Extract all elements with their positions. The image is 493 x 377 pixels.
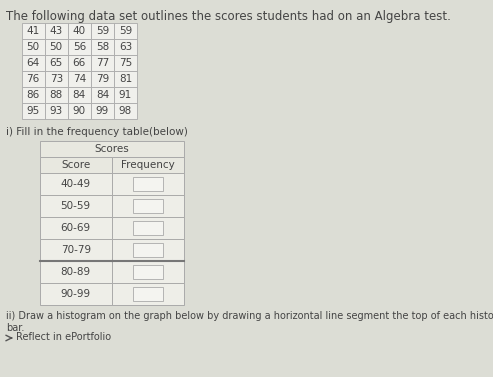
Text: 43: 43 bbox=[50, 26, 63, 36]
Bar bbox=[39, 217, 112, 239]
Bar bbox=[45, 87, 68, 103]
Text: 63: 63 bbox=[119, 42, 132, 52]
Text: 77: 77 bbox=[96, 58, 109, 68]
Bar bbox=[22, 55, 45, 71]
Bar bbox=[45, 39, 68, 55]
Bar bbox=[39, 173, 112, 195]
Bar bbox=[133, 199, 163, 213]
Bar bbox=[133, 177, 163, 191]
Text: 73: 73 bbox=[50, 74, 63, 84]
Bar bbox=[45, 23, 68, 39]
Bar bbox=[68, 23, 91, 39]
Text: 59: 59 bbox=[119, 26, 132, 36]
Text: i) Fill in the frequency table(below): i) Fill in the frequency table(below) bbox=[6, 127, 188, 137]
Bar bbox=[39, 239, 112, 261]
Bar bbox=[39, 157, 112, 173]
Text: 65: 65 bbox=[50, 58, 63, 68]
Text: 90-99: 90-99 bbox=[61, 289, 91, 299]
Bar bbox=[45, 71, 68, 87]
Bar bbox=[68, 103, 91, 119]
Bar bbox=[112, 217, 184, 239]
Bar bbox=[22, 23, 45, 39]
Text: Scores: Scores bbox=[94, 144, 129, 154]
Text: Frequency: Frequency bbox=[121, 160, 175, 170]
Bar bbox=[68, 55, 91, 71]
Bar bbox=[114, 23, 137, 39]
Text: 74: 74 bbox=[72, 74, 86, 84]
Text: 40: 40 bbox=[73, 26, 86, 36]
Text: 50: 50 bbox=[27, 42, 40, 52]
Bar bbox=[112, 157, 184, 173]
Text: 70-79: 70-79 bbox=[61, 245, 91, 255]
Text: 88: 88 bbox=[50, 90, 63, 100]
Text: 60-69: 60-69 bbox=[61, 223, 91, 233]
Bar bbox=[112, 283, 184, 305]
Bar bbox=[91, 71, 114, 87]
Text: The following data set outlines the scores students had on an Algebra test.: The following data set outlines the scor… bbox=[6, 10, 451, 23]
Text: Score: Score bbox=[61, 160, 90, 170]
Bar bbox=[91, 39, 114, 55]
Text: 59: 59 bbox=[96, 26, 109, 36]
Bar bbox=[45, 103, 68, 119]
Bar bbox=[91, 55, 114, 71]
Text: 99: 99 bbox=[96, 106, 109, 116]
Bar bbox=[133, 243, 163, 257]
Text: 90: 90 bbox=[73, 106, 86, 116]
Text: 50-59: 50-59 bbox=[61, 201, 91, 211]
Text: 95: 95 bbox=[27, 106, 40, 116]
Text: 98: 98 bbox=[119, 106, 132, 116]
Bar bbox=[45, 55, 68, 71]
Text: 79: 79 bbox=[96, 74, 109, 84]
Bar bbox=[22, 39, 45, 55]
Text: 56: 56 bbox=[72, 42, 86, 52]
Bar bbox=[91, 23, 114, 39]
Text: 64: 64 bbox=[27, 58, 40, 68]
Text: 66: 66 bbox=[72, 58, 86, 68]
Text: 40-49: 40-49 bbox=[61, 179, 91, 189]
Bar bbox=[114, 55, 137, 71]
Bar bbox=[22, 103, 45, 119]
Text: 84: 84 bbox=[96, 90, 109, 100]
Bar bbox=[91, 87, 114, 103]
Bar bbox=[22, 87, 45, 103]
Text: 86: 86 bbox=[27, 90, 40, 100]
Text: Reflect in ePortfolio: Reflect in ePortfolio bbox=[16, 332, 111, 342]
Bar bbox=[39, 141, 184, 157]
Bar bbox=[22, 71, 45, 87]
Bar bbox=[114, 71, 137, 87]
Bar bbox=[112, 195, 184, 217]
Bar bbox=[91, 103, 114, 119]
Bar bbox=[133, 287, 163, 301]
Text: 50: 50 bbox=[50, 42, 63, 52]
Text: 76: 76 bbox=[27, 74, 40, 84]
Text: 80-89: 80-89 bbox=[61, 267, 91, 277]
Bar bbox=[114, 87, 137, 103]
Bar bbox=[112, 173, 184, 195]
Text: 93: 93 bbox=[50, 106, 63, 116]
Bar bbox=[112, 239, 184, 261]
Bar bbox=[68, 71, 91, 87]
Bar bbox=[39, 283, 112, 305]
Bar bbox=[114, 39, 137, 55]
Bar bbox=[114, 103, 137, 119]
Text: 58: 58 bbox=[96, 42, 109, 52]
Bar bbox=[68, 39, 91, 55]
Text: 91: 91 bbox=[119, 90, 132, 100]
Text: 75: 75 bbox=[119, 58, 132, 68]
Bar bbox=[39, 261, 112, 283]
Bar bbox=[133, 265, 163, 279]
Text: 41: 41 bbox=[27, 26, 40, 36]
Text: ii) Draw a histogram on the graph below by drawing a horizontal line segment the: ii) Draw a histogram on the graph below … bbox=[6, 311, 493, 333]
Bar bbox=[39, 195, 112, 217]
Bar bbox=[68, 87, 91, 103]
Text: 84: 84 bbox=[72, 90, 86, 100]
Text: 81: 81 bbox=[119, 74, 132, 84]
Bar bbox=[112, 261, 184, 283]
Bar bbox=[133, 221, 163, 235]
